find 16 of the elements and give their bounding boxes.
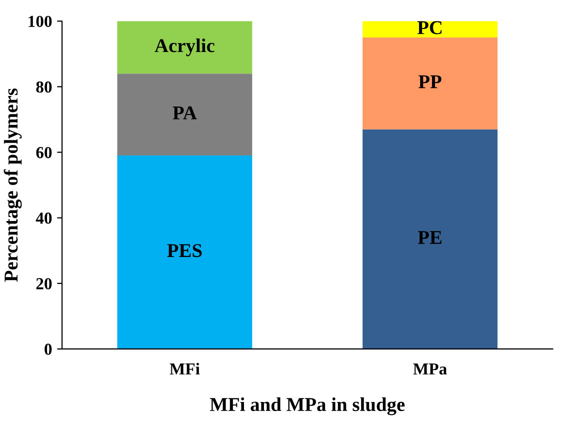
y-tick-label: 20 [36, 278, 52, 290]
series-label: PA [172, 106, 197, 120]
y-axis-title: Percentage of polymers [4, 88, 22, 282]
series-label: PES [167, 244, 202, 258]
series-label: PE [418, 231, 442, 244]
x-tick-label: MFi [170, 362, 200, 374]
series-label: Acrylic [154, 38, 214, 56]
x-axis-title: MFi and MPa in sludge [210, 397, 405, 416]
y-tick-label: 80 [36, 81, 52, 93]
y-tick-label: 100 [28, 16, 52, 28]
series-label: PC [417, 21, 442, 34]
y-tick-label: 0 [44, 344, 52, 355]
y-tick-label: 60 [36, 146, 52, 158]
y-tick-label: 40 [36, 212, 52, 224]
x-tick-label: MPa [413, 364, 447, 375]
series-label: PP [418, 75, 442, 88]
